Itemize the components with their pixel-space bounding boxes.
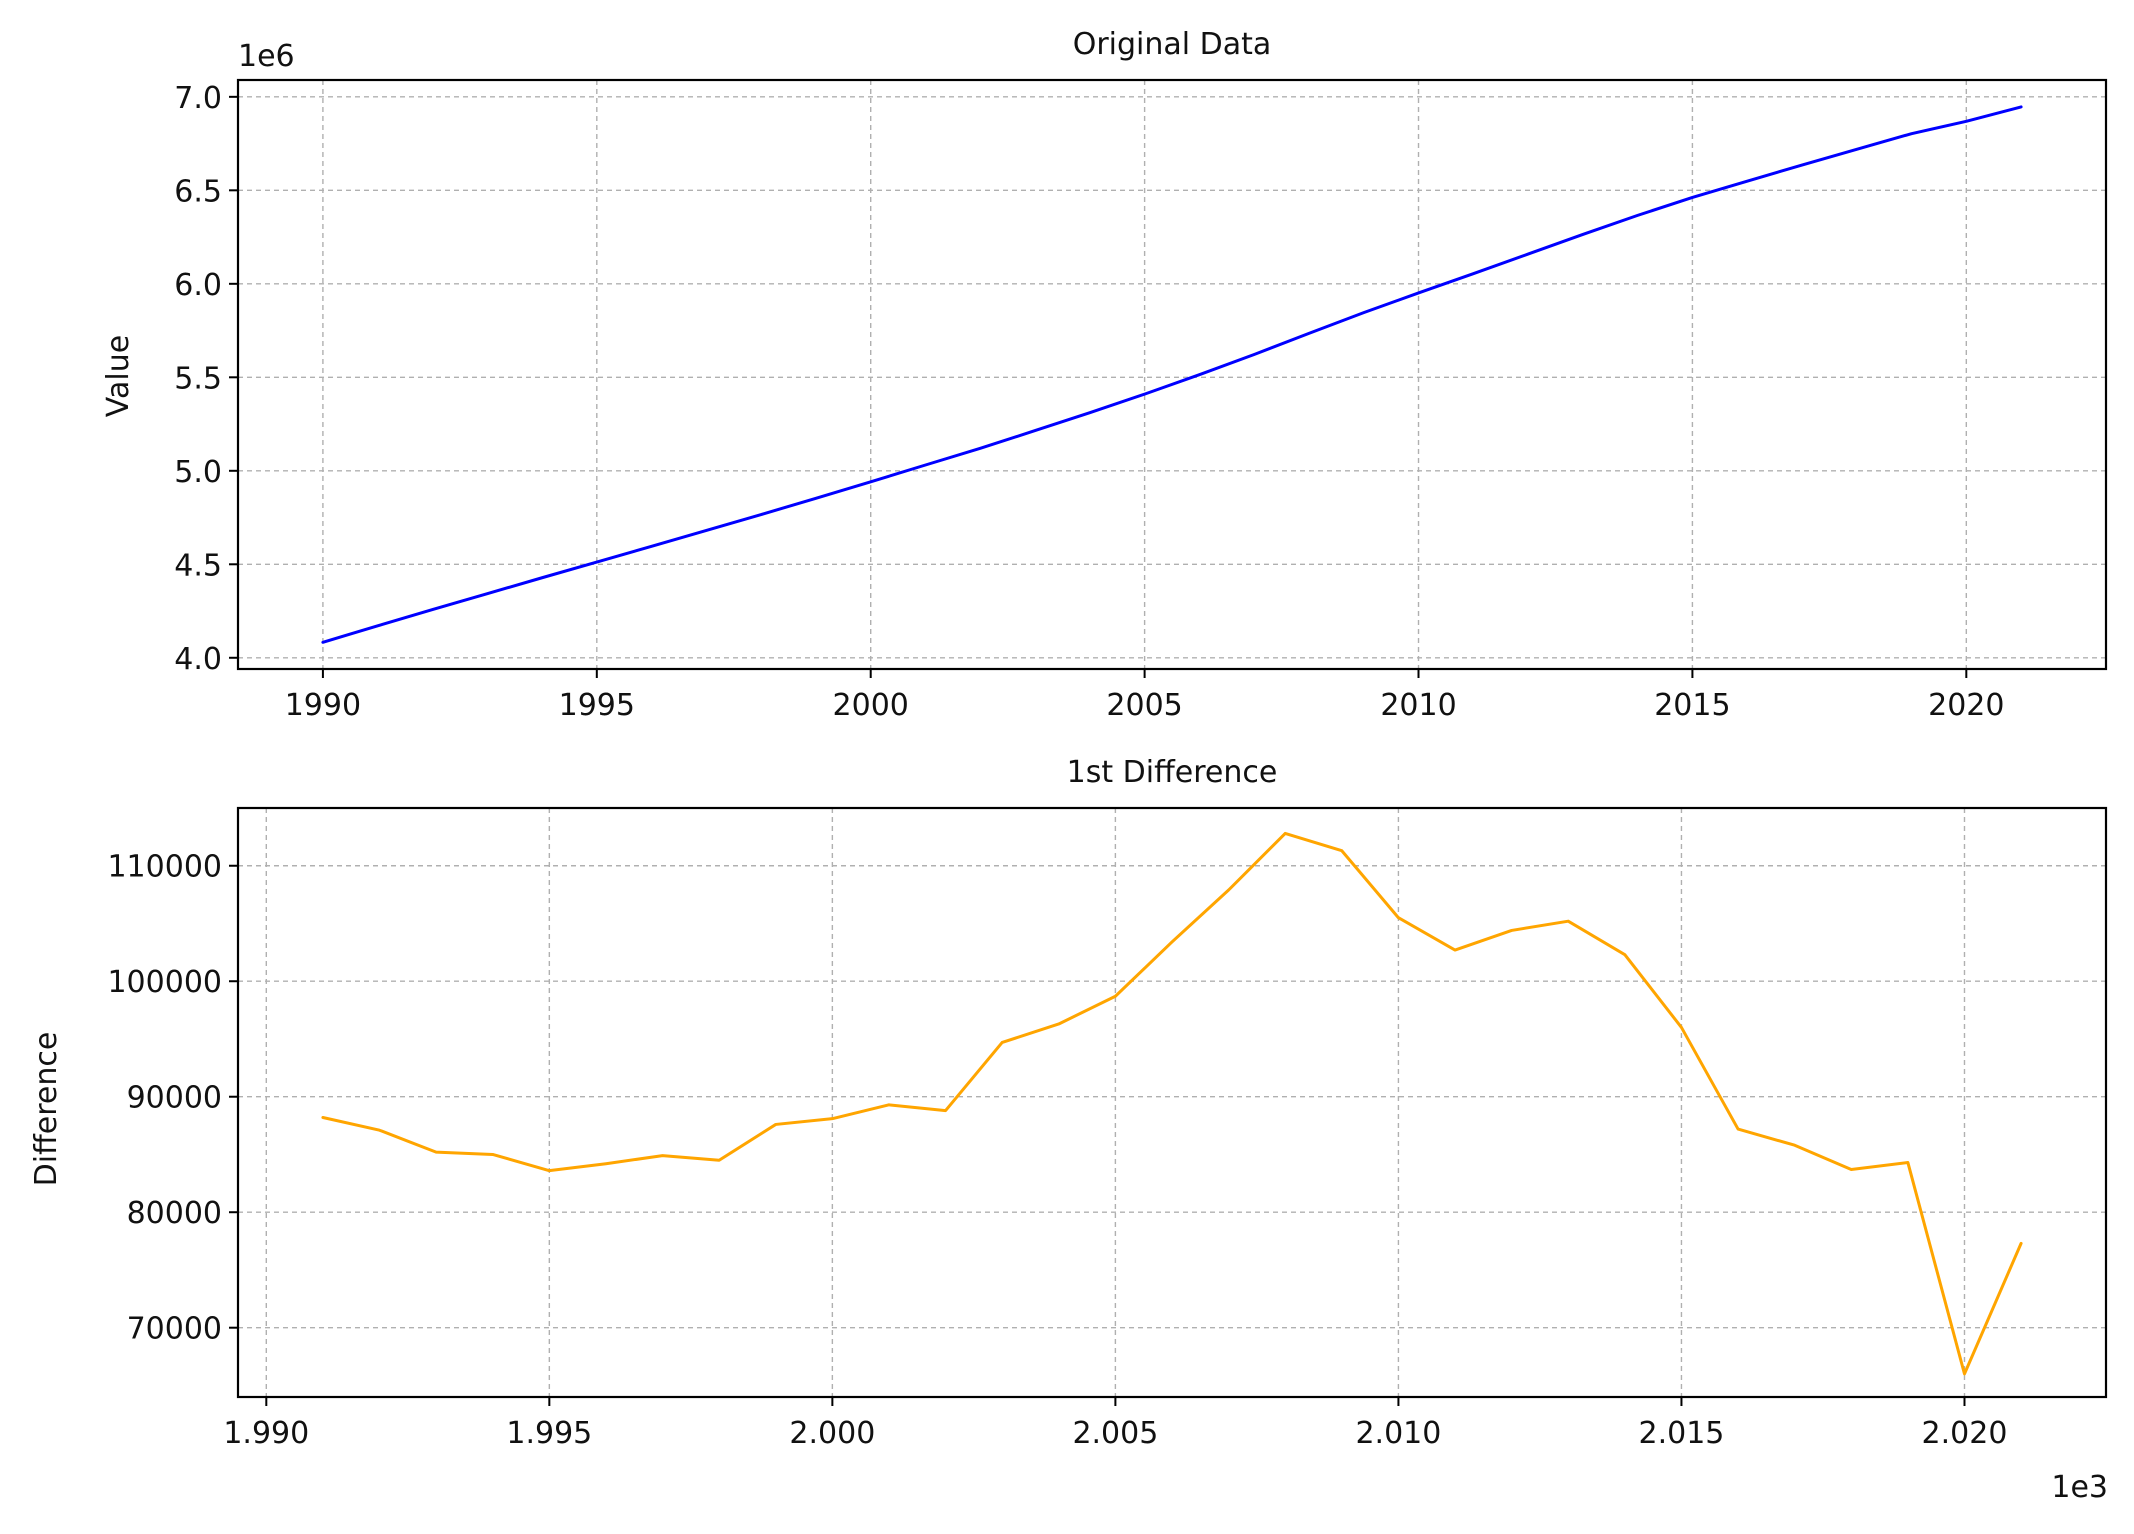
- y-tick-label: 100000: [107, 965, 222, 1000]
- original-data-series: [321, 105, 2023, 644]
- x-tick-label: 2.015: [1639, 1416, 1725, 1451]
- first-difference-series: [321, 831, 2023, 1376]
- y-tick-label: 70000: [127, 1312, 222, 1347]
- x-tick-label: 1.995: [506, 1416, 592, 1451]
- x-tick-label: 1990: [285, 688, 361, 723]
- x-tick-label: 2.000: [789, 1416, 875, 1451]
- y-tick-label: 7.0: [174, 81, 222, 116]
- x-tick-label: 1.990: [223, 1416, 309, 1451]
- x-tick-label: 2020: [1928, 688, 2004, 723]
- difference-axis-label: Difference: [29, 1032, 64, 1187]
- difference-series-line: [321, 831, 2023, 1376]
- y-tick-label: 5.0: [174, 455, 222, 490]
- y-tick-label: 4.0: [174, 642, 222, 677]
- first-difference-frame: [236, 806, 2108, 1399]
- y-tick-label: 4.5: [174, 548, 222, 583]
- x-tick-label: 2005: [1106, 688, 1182, 723]
- x-offset-label: 1e3: [2051, 1470, 2108, 1505]
- x-tick-label: 2.005: [1072, 1416, 1158, 1451]
- x-tick-label: 2.020: [1922, 1416, 2008, 1451]
- first-difference-grid: [238, 808, 2106, 1397]
- y-tick-label: 90000: [127, 1081, 222, 1116]
- first-difference-ticks: 1.990 1.995 2.000 2.005 2.010 2.015 2.020 70000…: [107, 850, 2007, 1451]
- y-tick-label: 110000: [107, 850, 222, 885]
- original-data-ticks: 1990 1995 2000 2005 2010 2015 2020 4.0 4.5 5.0 5.5…: [174, 81, 2004, 723]
- x-tick-label: 2015: [1654, 688, 1730, 723]
- x-tick-label: 1995: [559, 688, 635, 723]
- value-series-line: [321, 105, 2023, 644]
- y-tick-label: 6.5: [174, 174, 222, 209]
- value-axis-label: Value: [101, 335, 136, 417]
- x-tick-label: 2010: [1380, 688, 1456, 723]
- original-data-frame: [236, 78, 2108, 671]
- original-data-grid: [238, 80, 2106, 669]
- x-tick-label: 2000: [833, 688, 909, 723]
- y-tick-label: 80000: [127, 1196, 222, 1231]
- y-offset-label: 1e6: [238, 39, 295, 74]
- first-difference-panel: 1st Difference Difference 1e3 1.990 1.995…: [29, 755, 2108, 1505]
- x-tick-label: 2.010: [1355, 1416, 1441, 1451]
- original-data-title: Original Data: [1073, 27, 1272, 62]
- first-difference-title: 1st Difference: [1067, 755, 1278, 790]
- y-tick-label: 5.5: [174, 361, 222, 396]
- y-tick-label: 6.0: [174, 268, 222, 303]
- original-data-panel: Original Data Value 1e6 1990 1995 2000 2005…: [101, 27, 2108, 723]
